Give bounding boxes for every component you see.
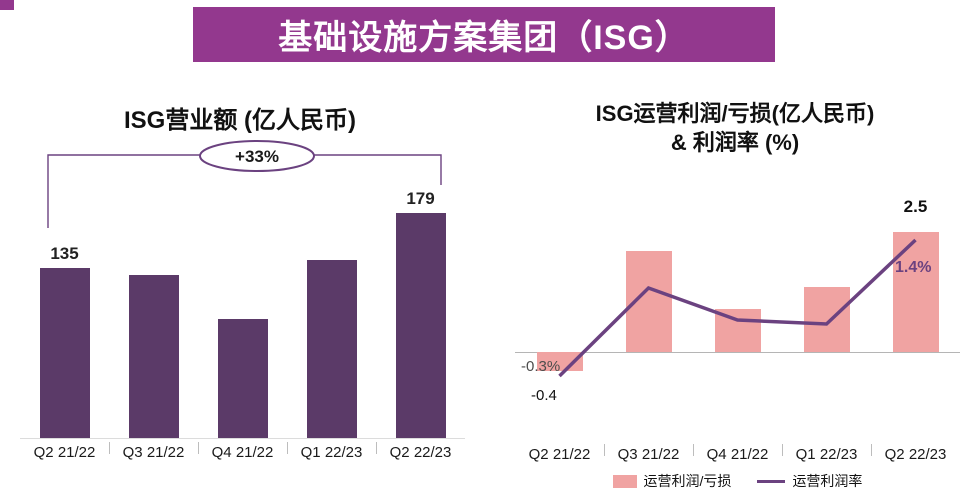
revenue-bar xyxy=(128,275,179,438)
profit-bar xyxy=(892,232,939,352)
x-axis-label: Q2 22/23 xyxy=(871,441,960,469)
profit-chart-title: ISG运营利润/亏损(亿人民币) & 利润率 (%) xyxy=(505,100,965,157)
profit-chart-title-line2: & 利润率 (%) xyxy=(670,129,800,155)
revenue-bar-slot: 135 xyxy=(20,188,109,438)
legend-item-margin: 运营利润率 xyxy=(757,471,862,491)
x-axis-label: Q4 21/22 xyxy=(693,441,782,469)
revenue-bar xyxy=(395,213,446,438)
legend-label-profit: 运营利润/亏损 xyxy=(643,473,732,489)
margin-end-label: 1.4% xyxy=(895,259,932,276)
bar-start-label: -0.4 xyxy=(531,387,557,404)
revenue-bar xyxy=(306,260,357,438)
growth-percent-label: +33% xyxy=(235,147,279,166)
legend-label-margin: 运营利润率 xyxy=(792,473,863,489)
profit-chart-title-line1: ISG运营利润/亏损(亿人民币) xyxy=(595,101,875,126)
x-axis-label: Q3 21/22 xyxy=(109,439,198,466)
revenue-bar xyxy=(39,268,90,438)
revenue-bar-slot xyxy=(287,188,376,438)
profit-x-axis: Q2 21/22 Q3 21/22 Q4 21/22 Q1 22/23 Q2 22/23 xyxy=(515,441,960,469)
corner-decoration xyxy=(0,0,14,10)
x-axis-label: Q2 21/22 xyxy=(33,444,96,461)
margin-polyline xyxy=(558,238,917,378)
profit-bar-slot xyxy=(782,185,871,415)
x-axis-label: Q1 22/23 xyxy=(287,439,376,466)
margin-line-swatch-icon xyxy=(757,479,786,483)
revenue-x-axis: Q2 21/22 Q3 21/22 Q4 21/22 Q1 22/23 Q2 22/23 xyxy=(20,438,465,466)
zero-axis-line xyxy=(515,352,960,353)
profit-margin-line xyxy=(558,238,917,378)
revenue-chart-plot: 135 179 xyxy=(20,188,465,438)
profit-bar xyxy=(803,287,850,352)
revenue-bar-slot xyxy=(198,188,287,438)
profit-bar-swatch-icon xyxy=(612,474,637,488)
x-axis-label: Q4 21/22 xyxy=(198,439,287,466)
page-title: 基础设施方案集团（ISG） xyxy=(193,7,775,62)
x-axis-label: Q2 22/23 xyxy=(376,439,465,466)
profit-chart-plot: -0.3% -0.4 2.5 1.4% xyxy=(515,185,960,415)
legend-item-profit: 运营利润/亏损 xyxy=(612,471,732,491)
revenue-chart-title: ISG营业额 (亿人民币) xyxy=(124,107,356,134)
x-axis-label: Q1 22/23 xyxy=(782,441,871,469)
revenue-bar xyxy=(217,319,268,438)
bar-end-label: 2.5 xyxy=(903,197,928,216)
profit-bar-slot xyxy=(871,185,960,415)
revenue-value-label: 179 xyxy=(406,189,435,208)
x-axis-label: Q3 21/22 xyxy=(604,441,693,469)
profit-bars xyxy=(515,185,960,415)
x-axis-label: Q2 21/22 xyxy=(528,446,591,463)
legend: 运营利润/亏损 运营利润率 xyxy=(515,471,960,491)
revenue-value-label: 135 xyxy=(50,244,79,263)
revenue-bar-slot: 179 xyxy=(376,188,465,438)
margin-start-label: -0.3% xyxy=(521,358,561,375)
growth-annotation: +33% xyxy=(47,140,442,228)
growth-ellipse xyxy=(199,140,315,172)
revenue-bar-slot xyxy=(109,188,198,438)
